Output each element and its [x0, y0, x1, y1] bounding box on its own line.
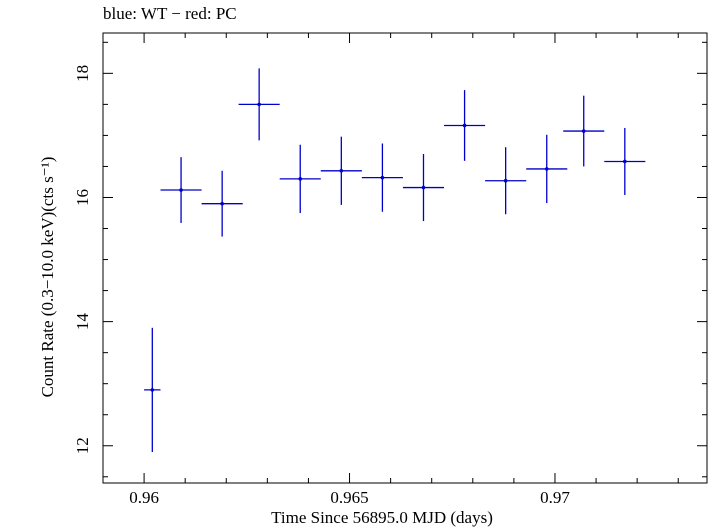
data-point	[150, 388, 155, 392]
y-tick-label: 16	[73, 189, 92, 206]
data-point	[503, 178, 508, 183]
data-point	[298, 177, 303, 181]
x-tick-label: 0.97	[540, 488, 570, 507]
data-point	[339, 168, 344, 173]
data-point	[380, 175, 385, 180]
data-point	[179, 188, 183, 192]
y-axis-label: Count Rate (0.3−10.0 keV)(cts s⁻¹)	[38, 156, 57, 398]
data-point	[544, 167, 549, 171]
x-axis-label: Time Since 56895.0 MJD (days)	[271, 508, 493, 527]
y-tick-label: 18	[73, 65, 92, 82]
chart-title: blue: WT − red: PC	[103, 4, 237, 23]
data-point	[220, 201, 224, 206]
data-point	[462, 123, 467, 128]
x-tick-label: 0.96	[129, 488, 159, 507]
x-tick-label: 0.965	[330, 488, 368, 507]
y-tick-label: 12	[73, 437, 92, 454]
data-point	[421, 185, 426, 190]
data-point	[581, 129, 586, 133]
data-point	[257, 102, 261, 107]
plot-frame	[102, 32, 708, 484]
y-tick-label: 14	[73, 313, 92, 331]
data-point	[623, 159, 627, 164]
